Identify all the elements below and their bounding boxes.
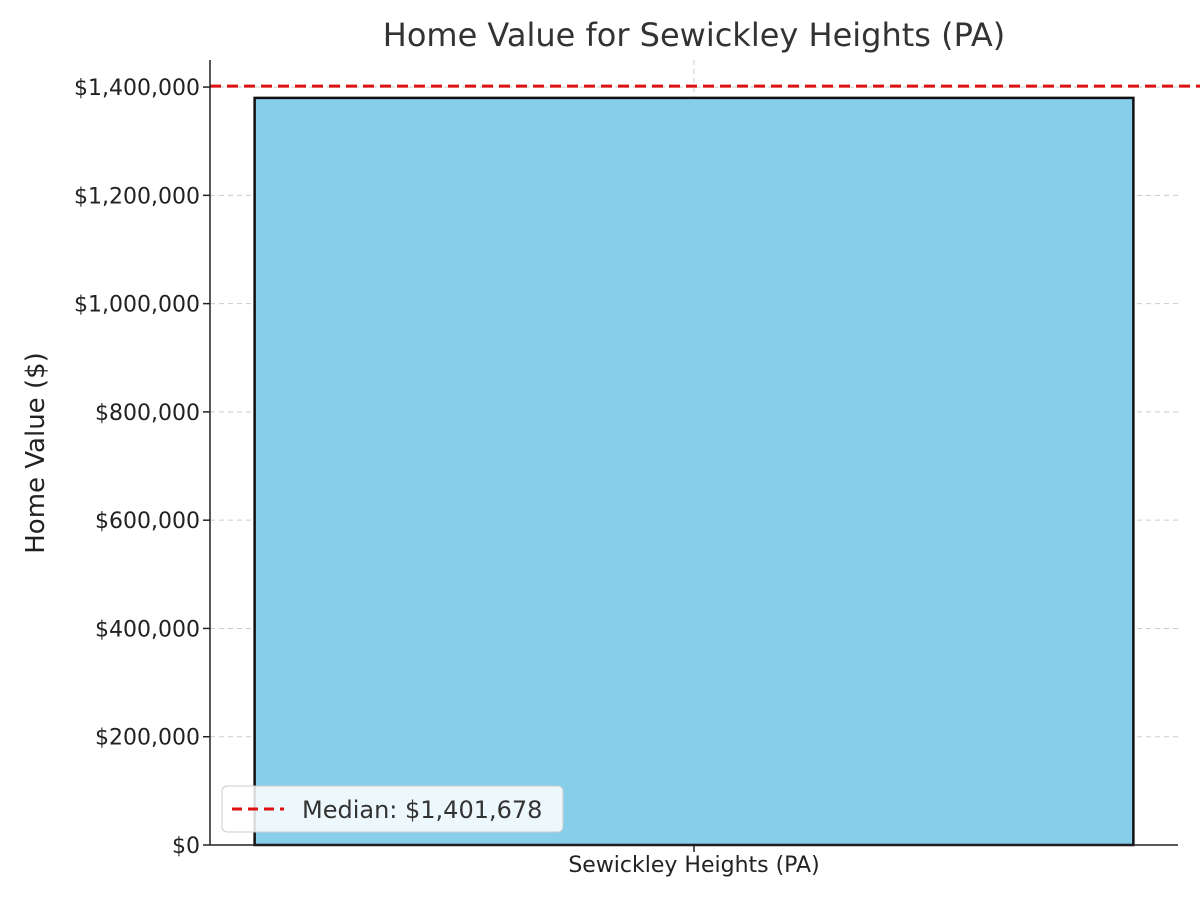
y-ticks-layer: $0 $200,000 $400,000 $600,000 $800,000 $1,000… xyxy=(74,76,210,859)
y-tick-label: $400,000 xyxy=(95,617,200,642)
bars-layer xyxy=(253,96,1135,847)
y-tick-label: $200,000 xyxy=(95,726,200,751)
y-tick-label: $600,000 xyxy=(95,509,200,534)
y-tick-label: $1,200,000 xyxy=(74,184,200,209)
y-tick-label: $1,000,000 xyxy=(74,293,200,318)
y-axis-label: Home Value ($) xyxy=(21,352,51,554)
legend-median-label: Median: $1,401,678 xyxy=(302,796,542,824)
y-tick-label: $800,000 xyxy=(95,401,200,426)
chart-title: Home Value for Sewickley Heights (PA) xyxy=(383,16,1006,54)
y-tick-label: $1,400,000 xyxy=(74,76,200,101)
y-tick-label: $0 xyxy=(172,834,200,859)
x-tick-label: Sewickley Heights (PA) xyxy=(568,853,819,878)
legend-box xyxy=(221,785,564,833)
bar xyxy=(253,96,1135,847)
x-ticks-layer: Sewickley Heights (PA) xyxy=(568,845,820,878)
legend: Median: $1,401,678 xyxy=(221,785,564,833)
